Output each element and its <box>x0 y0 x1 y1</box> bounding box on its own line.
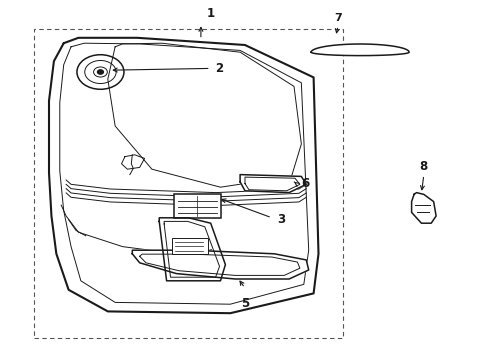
Polygon shape <box>132 250 309 279</box>
Text: 8: 8 <box>420 160 428 173</box>
Text: 7: 7 <box>334 13 342 23</box>
Text: 1: 1 <box>207 7 215 20</box>
Polygon shape <box>159 218 225 281</box>
Circle shape <box>94 67 107 77</box>
Bar <box>174 194 220 218</box>
Text: 3: 3 <box>277 213 285 226</box>
Polygon shape <box>311 44 409 55</box>
Bar <box>172 238 208 254</box>
Circle shape <box>98 70 103 74</box>
Polygon shape <box>240 175 306 193</box>
Text: 4: 4 <box>277 256 285 269</box>
Polygon shape <box>412 193 436 223</box>
Text: 2: 2 <box>216 62 224 75</box>
Bar <box>34 29 343 338</box>
Text: 6: 6 <box>301 177 310 190</box>
Text: 5: 5 <box>241 297 249 310</box>
